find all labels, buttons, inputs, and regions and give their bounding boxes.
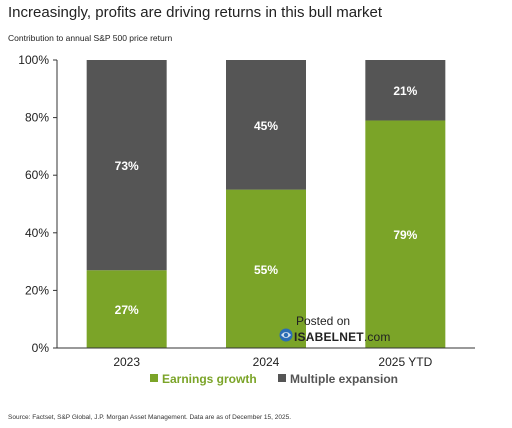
- data-label-earnings-2: 79%: [393, 228, 417, 242]
- chart-subtitle: Contribution to annual S&P 500 price ret…: [8, 33, 173, 43]
- bar-multiple-0: [86, 60, 167, 271]
- x-tick-label-2: 2025 YTD: [378, 355, 432, 369]
- legend-swatch-0: [150, 374, 158, 382]
- bar-earnings-1: [226, 189, 306, 348]
- data-label-earnings-1: 55%: [254, 263, 278, 277]
- data-label-earnings-0: 27%: [115, 303, 139, 317]
- x-tick-label-1: 2024: [253, 355, 280, 369]
- legend-label-0: Earnings growth: [162, 372, 257, 386]
- y-tick-label-3: 60%: [25, 168, 49, 182]
- source-note: Source: Factset, S&P Global, J.P. Morgan…: [8, 414, 292, 421]
- watermark-site-text: ISABELNET.com: [294, 330, 391, 344]
- legend-label-1: Multiple expansion: [290, 372, 398, 386]
- data-label-multiple-1: 45%: [254, 119, 278, 133]
- watermark-dotcom: .com: [363, 330, 391, 344]
- y-tick-label-0: 0%: [32, 341, 50, 355]
- data-label-multiple-0: 73%: [115, 159, 139, 173]
- stacked-bar-chart: 27% 73% 2023 55% 45% 2024 79% 21% 2025 YTD 0% 20% 4…: [18, 53, 475, 386]
- isabelnet-logo-icon: [279, 328, 293, 342]
- bar-multiple-1: [226, 60, 306, 190]
- y-tick-label-2: 40%: [25, 226, 49, 240]
- x-tick-label-0: 2023: [113, 355, 140, 369]
- bar-multiple-2: [365, 60, 446, 121]
- y-tick-label-5: 100%: [18, 53, 49, 67]
- legend-swatch-1: [278, 374, 286, 382]
- watermark-posted-text: Posted on: [296, 314, 351, 328]
- y-tick-label-1: 20%: [25, 283, 49, 297]
- bar-earnings-2: [365, 120, 446, 348]
- bar-earnings-0: [86, 270, 167, 348]
- y-tick-label-4: 80%: [25, 111, 49, 125]
- chart-title: Increasingly, profits are driving return…: [8, 4, 383, 21]
- data-label-multiple-2: 21%: [393, 84, 417, 98]
